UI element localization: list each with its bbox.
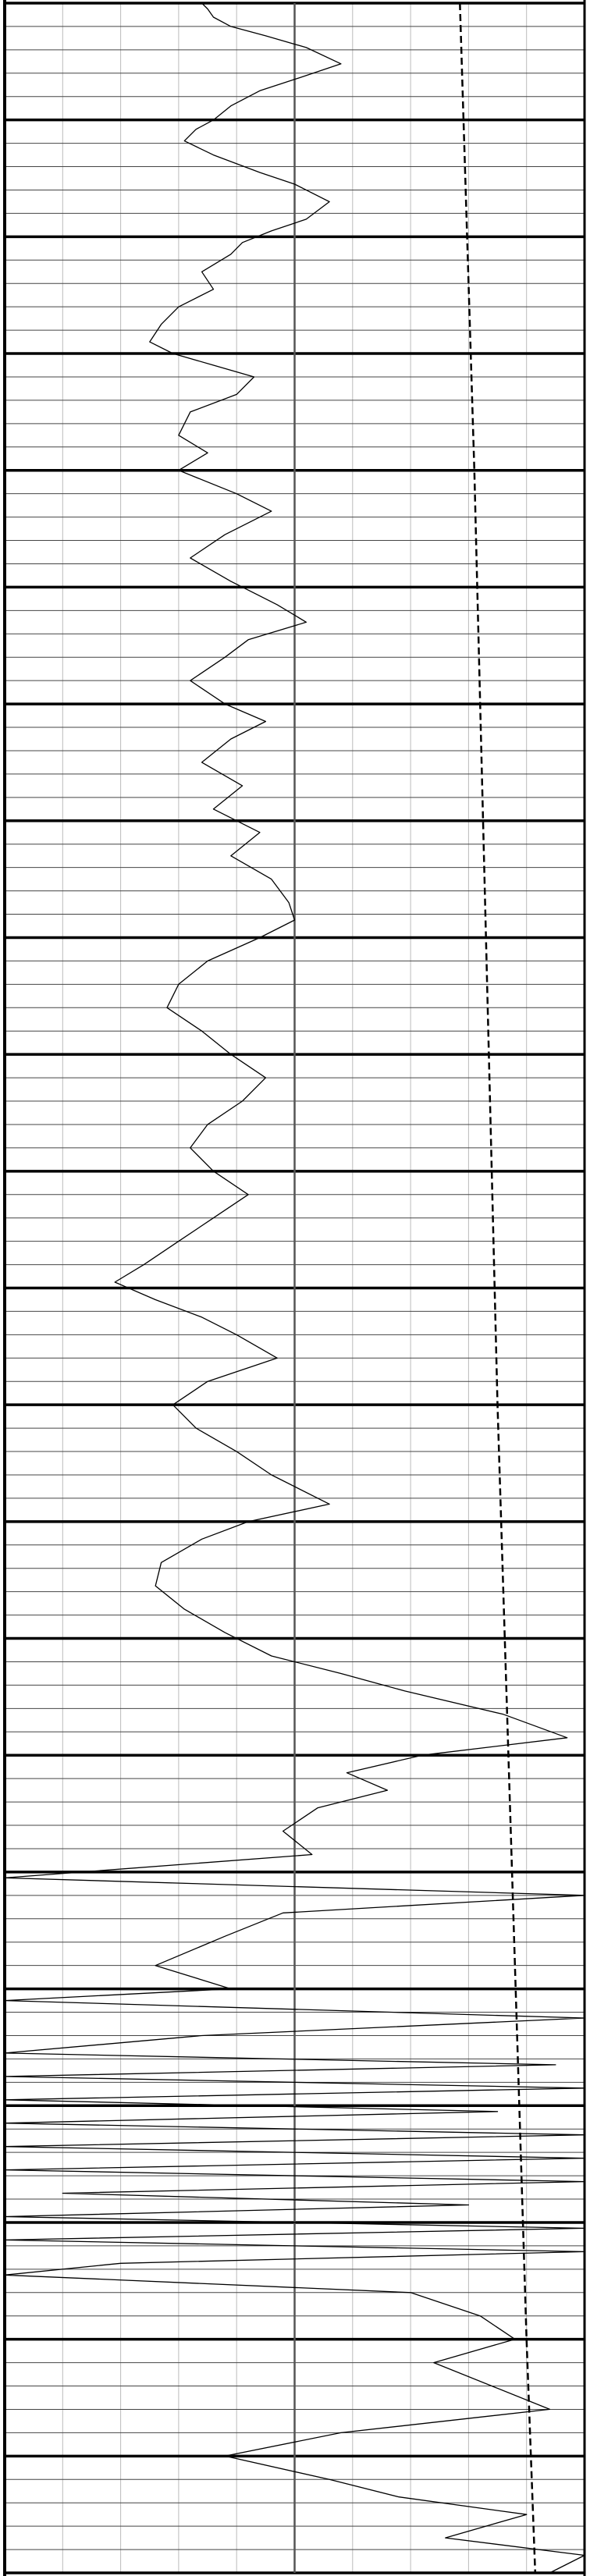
chart-frame (3, 0, 586, 2576)
dashed-trend-line (459, 2, 537, 2574)
log-curve (4, 2, 585, 2574)
curves (4, 2, 585, 2574)
